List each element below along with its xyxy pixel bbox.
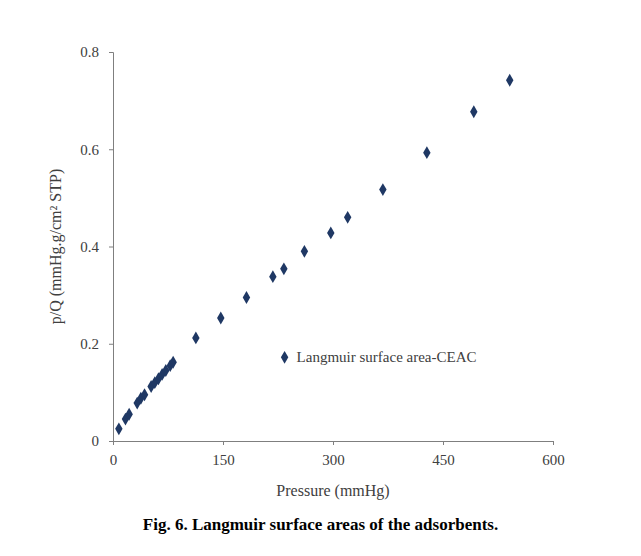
y-axis-line <box>109 53 114 442</box>
point <box>379 183 386 196</box>
tick: 150 <box>212 441 235 468</box>
tick-mark <box>109 247 113 248</box>
tick-mark <box>109 441 113 442</box>
point <box>192 331 199 344</box>
tick-label: 0.6 <box>80 142 99 158</box>
point <box>301 245 308 258</box>
tick-mark <box>443 441 444 445</box>
point <box>327 226 334 239</box>
tick: 0 <box>92 433 114 449</box>
tick-mark <box>109 52 113 53</box>
tick-mark <box>109 149 113 150</box>
tick-label: 600 <box>542 452 565 468</box>
legend-entry: Langmuir surface area-CEAC <box>281 349 477 365</box>
y-axis-title: p/Q (mmHg.g/cm² STP) <box>47 169 65 324</box>
legend-marker <box>281 351 288 364</box>
point <box>280 262 287 275</box>
chart: 0 150 300 450 600 0 0.2 0.4 0.6 0.8 Langmuir surfa… <box>0 0 641 556</box>
point <box>141 388 148 401</box>
tick: 0 <box>110 441 118 468</box>
point <box>243 291 250 304</box>
point <box>115 422 122 435</box>
tick: 0.8 <box>80 44 113 60</box>
tick-label: 0.2 <box>80 336 99 352</box>
tick: 0.4 <box>80 239 113 255</box>
x-axis-title: Pressure (mmHg) <box>276 482 389 500</box>
tick: 0.2 <box>80 336 113 352</box>
tick: 450 <box>432 441 455 468</box>
legend-label: Langmuir surface area-CEAC <box>297 349 477 365</box>
point <box>423 146 430 159</box>
y-axis: 0 0.2 0.4 0.6 0.8 <box>80 44 113 449</box>
tick-label: 450 <box>432 452 455 468</box>
tick-mark <box>223 441 224 445</box>
point <box>217 312 224 325</box>
tick-label: 0.8 <box>80 44 99 60</box>
point <box>506 74 513 87</box>
tick-label: 300 <box>322 452 345 468</box>
tick-mark <box>109 344 113 345</box>
point <box>269 270 276 283</box>
tick: 600 <box>542 441 565 468</box>
x-axis: 0 150 300 450 600 <box>110 441 565 468</box>
tick-label: 0 <box>110 452 118 468</box>
point <box>169 356 176 369</box>
tick: 300 <box>322 441 345 468</box>
caption: Fig. 6. Langmuir surface areas of the ad… <box>143 515 498 534</box>
legend: Langmuir surface area-CEAC <box>281 349 477 365</box>
plot: 0 150 300 450 600 0 0.2 0.4 0.6 0.8 Langmuir surfa… <box>80 44 565 467</box>
tick-label: 0 <box>92 433 100 449</box>
tick-label: 0.4 <box>80 239 99 255</box>
tick-label: 150 <box>212 452 235 468</box>
x-axis-line <box>114 442 554 446</box>
tick-mark <box>333 441 334 445</box>
point <box>344 211 351 224</box>
point <box>470 105 477 118</box>
points <box>115 74 513 436</box>
point <box>125 408 132 421</box>
tick: 0.6 <box>80 142 113 158</box>
tick-mark <box>553 441 554 445</box>
